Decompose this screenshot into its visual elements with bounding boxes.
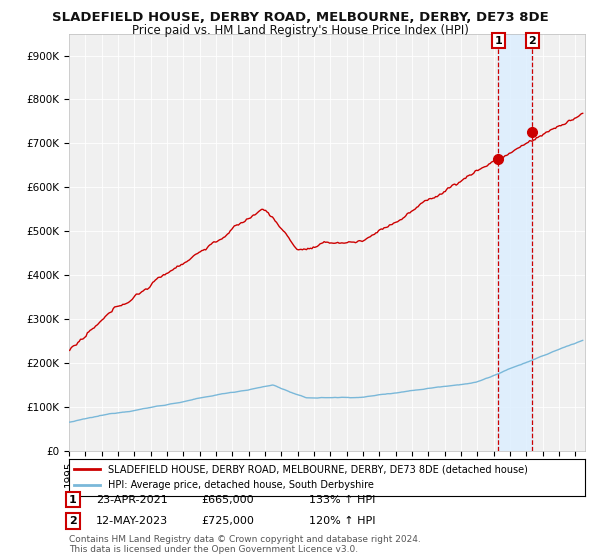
Text: 120% ↑ HPI: 120% ↑ HPI [309,516,376,526]
Text: SLADEFIELD HOUSE, DERBY ROAD, MELBOURNE, DERBY, DE73 8DE: SLADEFIELD HOUSE, DERBY ROAD, MELBOURNE,… [52,11,548,24]
Text: £725,000: £725,000 [201,516,254,526]
Text: 133% ↑ HPI: 133% ↑ HPI [309,494,376,505]
Bar [498,34,532,451]
Text: 1: 1 [494,36,502,46]
Text: Price paid vs. HM Land Registry's House Price Index (HPI): Price paid vs. HM Land Registry's House … [131,24,469,36]
Text: 2: 2 [69,516,77,526]
Text: 12-MAY-2023: 12-MAY-2023 [96,516,168,526]
Text: Contains HM Land Registry data © Crown copyright and database right 2024.
This d: Contains HM Land Registry data © Crown c… [69,535,421,554]
Text: 2: 2 [529,36,536,46]
Text: HPI: Average price, detached house, South Derbyshire: HPI: Average price, detached house, Sout… [108,480,374,491]
Text: 23-APR-2021: 23-APR-2021 [96,494,168,505]
Text: 1: 1 [69,494,77,505]
Text: SLADEFIELD HOUSE, DERBY ROAD, MELBOURNE, DERBY, DE73 8DE (detached house): SLADEFIELD HOUSE, DERBY ROAD, MELBOURNE,… [108,464,527,474]
Text: £665,000: £665,000 [201,494,254,505]
